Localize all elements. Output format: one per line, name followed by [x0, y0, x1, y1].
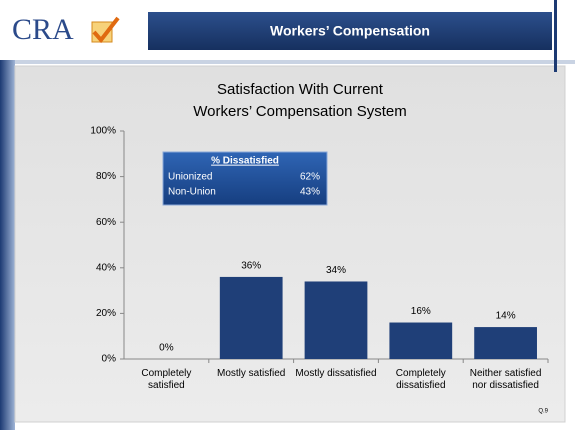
- y-tick-label: 20%: [96, 308, 116, 319]
- inset-value: 43%: [300, 187, 320, 198]
- side-bar: [0, 60, 15, 430]
- x-tick-label: Neither satisfied nor dissatisfied: [469, 368, 542, 391]
- y-tick-label: 80%: [96, 171, 116, 182]
- x-tick-label: Mostly satisfied: [217, 368, 286, 379]
- value-label: 16%: [411, 306, 431, 317]
- footnote: Q.9: [538, 409, 548, 415]
- panel: [14, 65, 566, 423]
- x-tick-label: Completely dissatisfied: [395, 368, 446, 391]
- bar: [389, 322, 453, 359]
- inset-title: % Dissatisfied: [211, 156, 279, 167]
- bar: [474, 327, 537, 359]
- y-tick-label: 0%: [102, 354, 117, 365]
- y-tick-label: 40%: [96, 262, 116, 273]
- logo: CRA: [12, 13, 74, 46]
- chart-title: Satisfaction With Current: [217, 81, 384, 98]
- inset-box: [162, 151, 328, 206]
- rule: [15, 60, 575, 64]
- header-title: Workers’ Compensation: [270, 23, 430, 39]
- header-rule: [554, 0, 557, 72]
- y-tick-label: 100%: [90, 126, 116, 137]
- x-tick-label: Completely satisfied: [141, 368, 192, 391]
- header-banner: [148, 12, 552, 50]
- value-label: 0%: [159, 343, 174, 354]
- logo-check: [92, 16, 120, 44]
- chart-title: Workers’ Compensation System: [193, 103, 406, 120]
- value-label: 34%: [326, 265, 346, 276]
- value-label: 14%: [496, 311, 516, 322]
- x-tick-label: Mostly dissatisfied: [295, 368, 377, 379]
- inset-label: Non-Union: [168, 187, 216, 198]
- value-label: 36%: [241, 261, 261, 272]
- inset-value: 62%: [300, 172, 320, 183]
- inset-label: Unionized: [168, 172, 212, 183]
- bar: [219, 276, 283, 359]
- bar: [304, 281, 368, 359]
- y-tick-label: 60%: [96, 217, 116, 228]
